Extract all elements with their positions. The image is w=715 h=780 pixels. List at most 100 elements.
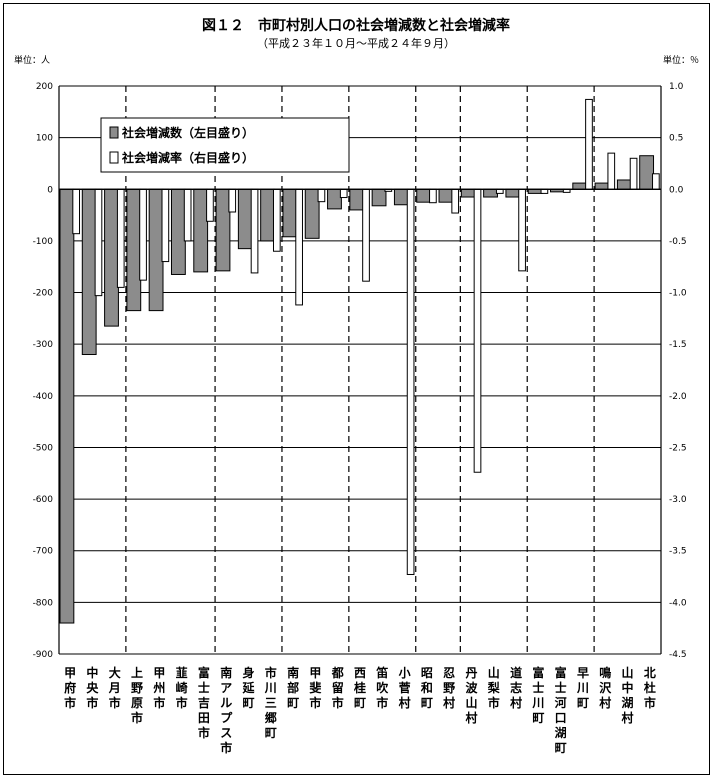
category-label: 都留市: [331, 665, 344, 710]
rate-bar: [94, 188, 103, 297]
chart-subtitle: （平成２３年１０月～平成２４年９月）: [257, 36, 455, 50]
legend-swatch-rate: [109, 151, 119, 164]
count-bar: [215, 188, 231, 272]
count-bar: [594, 182, 610, 190]
count-bar: [639, 155, 655, 190]
rate-bar: [116, 188, 125, 288]
right-tick-label: -2.0: [669, 392, 687, 402]
right-tick-label: -1.0: [669, 289, 687, 299]
count-bar: [505, 188, 521, 198]
rate-bar: [585, 98, 593, 190]
category-label: 北杜市: [644, 665, 656, 710]
rate-bar: [295, 188, 303, 306]
rate-bar: [206, 188, 214, 222]
category-label: 中央市: [86, 665, 99, 710]
category-label: 富士吉田市: [198, 665, 210, 740]
count-bar: [237, 188, 253, 250]
right-tick-label: 1.0: [669, 82, 684, 92]
rate-bar: [652, 173, 660, 190]
category-label: 富士川町: [531, 665, 544, 725]
right-tick-label: -1.5: [669, 340, 687, 350]
count-bar: [260, 188, 275, 242]
category-label: 韮崎市: [176, 665, 188, 710]
count-bar: [148, 188, 164, 312]
legend-swatch-count: [109, 126, 119, 139]
left-tick-label: -600: [33, 495, 54, 505]
count-bar: [393, 188, 409, 206]
left-tick-label: -100: [33, 237, 54, 247]
count-bar: [438, 188, 454, 203]
count-bar: [572, 182, 588, 190]
rate-bar: [139, 188, 147, 281]
right-tick-label: -2.5: [669, 443, 687, 453]
category-label: 山梨市: [487, 665, 500, 710]
rate-bar: [161, 188, 170, 263]
right-tick-label: -3.5: [669, 547, 687, 557]
category-label: 笛吹市: [375, 665, 389, 710]
category-label: 市川三郷町: [264, 665, 277, 740]
right-tick-label: 0.0: [669, 185, 684, 195]
count-bar: [193, 188, 209, 273]
left-tick-label: -800: [33, 598, 54, 608]
count-bar: [327, 188, 342, 210]
category-label: 南部町: [287, 665, 299, 710]
category-label: 甲府市: [64, 666, 76, 710]
count-bar: [59, 188, 75, 624]
chart-svg: 図１２ 市町村別人口の社会増減数と社会増減率 （平成２３年１０月～平成２４年９月…: [14, 17, 699, 755]
count-bar: [616, 179, 632, 190]
left-unit-label: 単位：人: [14, 54, 50, 66]
axes: [58, 86, 662, 654]
category-label: 富士河口湖町: [554, 665, 567, 755]
rate-bar: [473, 188, 482, 473]
category-label: 上野原市: [131, 665, 143, 725]
rate-bar: [451, 188, 460, 214]
bars: [59, 98, 660, 624]
right-axis-ticks: 1.0 0.5 0.0 -0.5 -1.0 -1.5 -2.0 -2.5 -3.0 -3.5 -4.…: [669, 82, 687, 660]
category-label: 道志村: [510, 665, 522, 710]
category-label: 甲州市: [152, 666, 165, 710]
left-tick-label: 0: [47, 185, 53, 195]
category-label: 大月市: [108, 665, 121, 710]
category-label: 南アルプス市: [220, 665, 233, 755]
rate-bar: [317, 188, 326, 203]
category-label: 西桂町: [353, 666, 366, 710]
left-tick-label: -300: [33, 340, 54, 350]
count-bar: [81, 188, 97, 356]
left-tick-label: -700: [33, 547, 54, 557]
rate-bar: [228, 188, 237, 213]
legend-box: [100, 117, 350, 173]
count-bar: [126, 188, 142, 312]
left-tick-label: 100: [36, 134, 53, 144]
rate-bar: [250, 188, 259, 274]
count-bar: [104, 188, 119, 327]
rate-bar: [518, 188, 526, 272]
category-label: 昭和町: [420, 666, 433, 710]
rate-bar: [362, 188, 370, 282]
right-tick-label: -3.0: [669, 495, 687, 505]
count-bar: [416, 188, 432, 203]
legend-label-rate: 社会増減率（右目盛り）: [121, 150, 254, 165]
count-bar: [170, 188, 186, 275]
category-label: 山中湖村: [622, 665, 634, 725]
rate-bar: [629, 157, 638, 190]
category-label: 身延町: [242, 665, 256, 710]
rate-bar: [72, 188, 81, 235]
right-tick-label: -0.5: [669, 237, 687, 247]
rate-bar: [406, 188, 415, 575]
category-label: 丹波山村: [465, 666, 478, 725]
right-tick-label: -4.0: [669, 598, 687, 608]
count-bar: [371, 188, 387, 207]
category-label: 鳴沢村: [599, 665, 612, 710]
chart-frame: 図１２ 市町村別人口の社会増減数と社会増減率 （平成２３年１０月～平成２４年９月…: [3, 3, 710, 775]
rate-bar: [183, 188, 192, 242]
rate-bar: [339, 188, 348, 199]
rate-bar: [272, 188, 281, 252]
rate-bar: [607, 152, 616, 190]
left-tick-label: -200: [33, 289, 54, 299]
count-bar: [304, 188, 320, 239]
count-bar: [460, 188, 476, 198]
category-label: 忍野村: [443, 666, 455, 710]
category-label: 早川町: [576, 666, 589, 710]
legend: 社会増減数（左目盛り） 社会増減率（右目盛り）: [100, 117, 350, 173]
left-tick-label: -500: [33, 443, 54, 453]
